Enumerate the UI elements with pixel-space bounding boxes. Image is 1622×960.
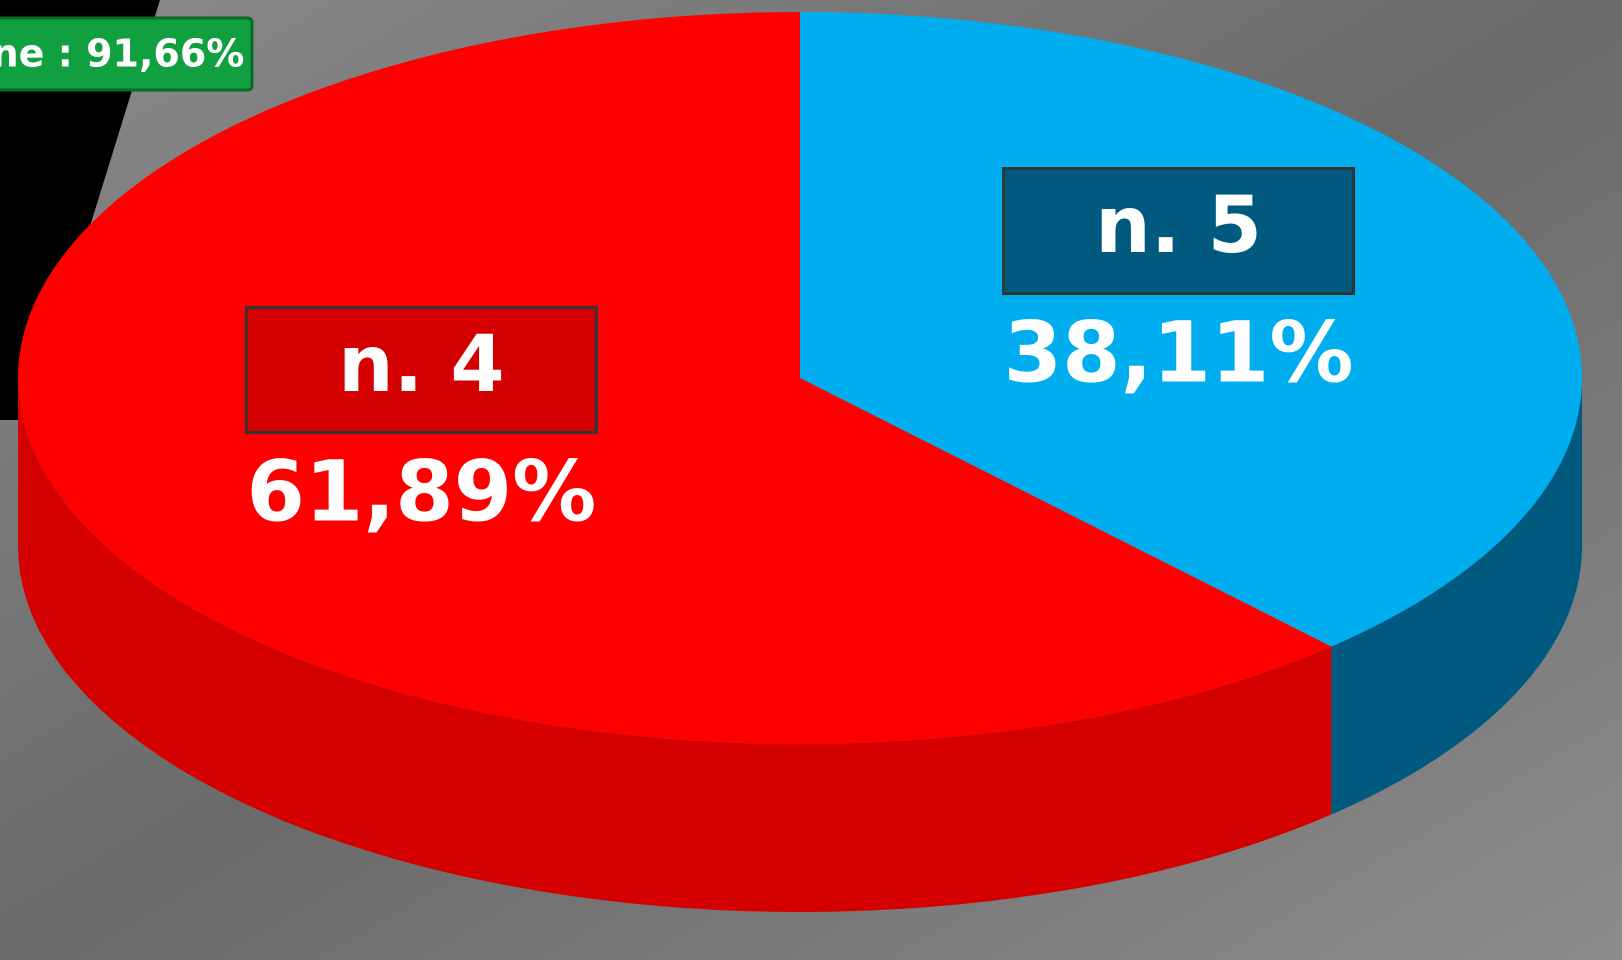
value-label: 61,89% xyxy=(246,442,596,540)
labels: n. 4 61,89% n. 5 38,11% xyxy=(244,167,1356,540)
slice xyxy=(18,12,1332,744)
slice xyxy=(800,12,1582,647)
slice-side xyxy=(18,378,1332,912)
value-label: 38,11% xyxy=(1004,303,1354,401)
category-box xyxy=(1002,167,1356,296)
annotation-box xyxy=(0,16,254,92)
category-box xyxy=(244,305,598,434)
pie xyxy=(18,12,1582,912)
category-label: n. 5 xyxy=(1095,181,1262,271)
slice-side xyxy=(1331,378,1582,815)
annotation: ne : 91,66% xyxy=(0,32,244,76)
category-label: n. 4 xyxy=(338,320,505,410)
